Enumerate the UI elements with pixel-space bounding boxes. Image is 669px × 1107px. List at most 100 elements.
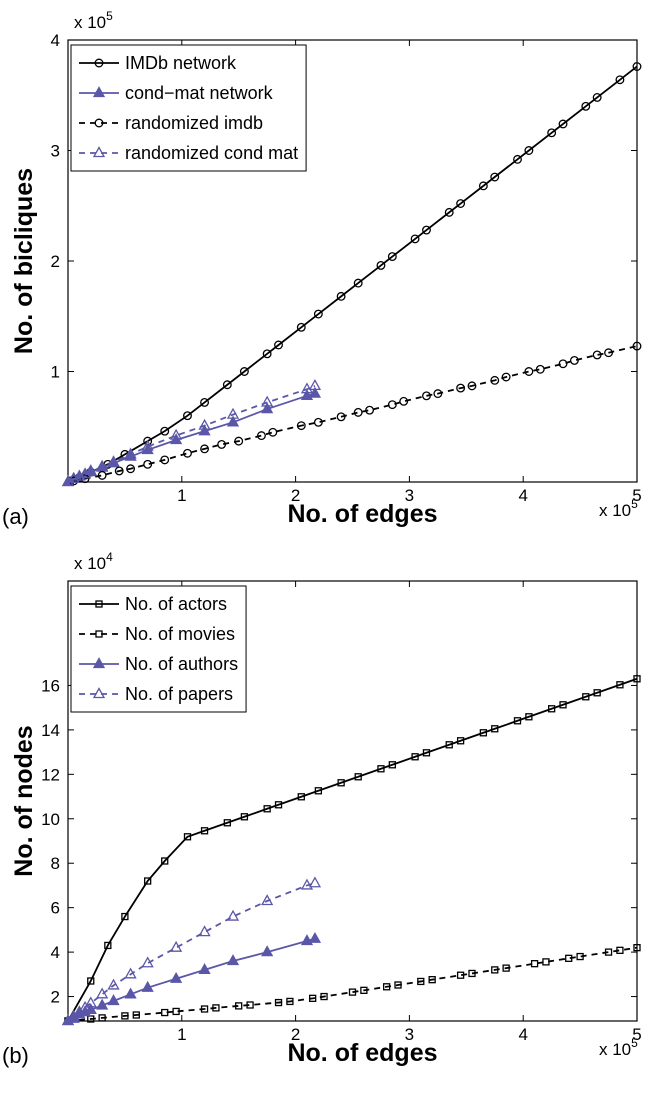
y-multiplier-exponent: 4 <box>106 550 113 564</box>
marker <box>313 417 323 427</box>
marker <box>387 252 397 262</box>
marker <box>559 701 567 709</box>
panel-label: (b) <box>2 1043 29 1068</box>
x-multiplier: x 105 <box>599 497 638 520</box>
marker <box>387 400 397 410</box>
marker <box>226 407 240 419</box>
marker <box>286 997 294 1006</box>
marker <box>183 833 192 841</box>
marker <box>161 857 169 865</box>
marker <box>121 1012 129 1020</box>
marker <box>132 1011 140 1019</box>
series-line <box>73 345 638 482</box>
marker <box>558 359 568 369</box>
legend-marker <box>92 657 106 669</box>
marker <box>212 1004 220 1012</box>
marker <box>513 154 522 164</box>
marker <box>542 958 550 966</box>
marker <box>388 761 396 769</box>
x-multiplier-base: x 10 <box>599 1040 631 1059</box>
marker <box>263 805 271 813</box>
marker <box>513 717 522 725</box>
y-tick-label: 2 <box>51 988 60 1007</box>
marker <box>456 737 465 745</box>
marker <box>107 455 120 467</box>
series-line <box>67 677 638 1022</box>
x-tick-label: 2 <box>291 1025 300 1044</box>
marker <box>268 427 278 437</box>
marker <box>314 787 323 795</box>
marker <box>467 381 477 391</box>
marker <box>633 675 641 683</box>
marker <box>223 819 231 827</box>
marker <box>124 967 137 979</box>
marker <box>422 391 431 401</box>
marker <box>399 396 409 406</box>
x-tick-label: 3 <box>405 486 414 505</box>
marker <box>198 424 211 436</box>
marker <box>262 349 272 359</box>
marker <box>576 952 584 961</box>
marker <box>160 455 170 465</box>
marker <box>141 980 154 992</box>
marker <box>524 367 534 376</box>
marker <box>491 966 499 974</box>
x-tick-label: 1 <box>177 486 186 505</box>
marker <box>222 380 232 390</box>
marker <box>226 909 240 921</box>
marker <box>141 956 154 968</box>
marker <box>410 234 420 244</box>
marker <box>239 367 249 376</box>
marker <box>300 382 314 394</box>
y-tick-label: 16 <box>41 676 60 695</box>
y-multiplier-exponent: 5 <box>106 9 113 23</box>
marker <box>200 1005 209 1013</box>
y-tick-label: 14 <box>41 721 60 740</box>
x-axis-label: No. of edges <box>287 1039 437 1067</box>
marker <box>632 341 642 351</box>
marker <box>336 412 346 422</box>
y-tick-label: 8 <box>51 854 60 873</box>
marker <box>479 729 488 737</box>
marker <box>296 322 306 332</box>
marker <box>524 146 534 155</box>
marker <box>633 944 641 952</box>
legend-label: cond−mat network <box>125 83 274 103</box>
marker <box>200 397 210 407</box>
marker <box>274 801 283 809</box>
y-tick-label: 4 <box>51 943 60 962</box>
marker <box>198 963 211 975</box>
x-axis-label: No. of edges <box>287 500 437 528</box>
marker <box>160 426 170 436</box>
marker <box>107 978 120 990</box>
legend-label: IMDb network <box>125 53 237 73</box>
x-tick-label: 1 <box>177 1025 186 1044</box>
plot-panel: 1 2 3 4 1 2 3 4 5 IMDb network cond−mat network ran… <box>2 9 642 529</box>
marker <box>422 749 431 757</box>
y-tick-label: 4 <box>51 31 60 50</box>
marker <box>444 207 454 217</box>
marker <box>525 713 533 721</box>
marker <box>240 813 249 821</box>
marker <box>411 753 419 761</box>
marker <box>320 992 328 1001</box>
x-tick-label: 4 <box>518 486 527 505</box>
y-tick-label: 10 <box>41 810 60 829</box>
marker <box>161 1008 169 1017</box>
marker <box>365 405 375 415</box>
marker <box>296 421 306 431</box>
y-axis-label: No. of bicliques <box>10 168 38 354</box>
series-line <box>69 65 638 482</box>
marker <box>308 931 322 943</box>
panel-label: (a) <box>2 504 29 529</box>
y-multiplier: x 105 <box>74 9 113 32</box>
marker <box>468 969 476 978</box>
marker <box>78 467 92 479</box>
marker <box>141 443 154 455</box>
x-tick-label: 4 <box>518 1025 527 1044</box>
marker <box>198 418 211 430</box>
marker <box>300 878 314 890</box>
marker <box>124 987 137 999</box>
marker <box>530 960 539 968</box>
